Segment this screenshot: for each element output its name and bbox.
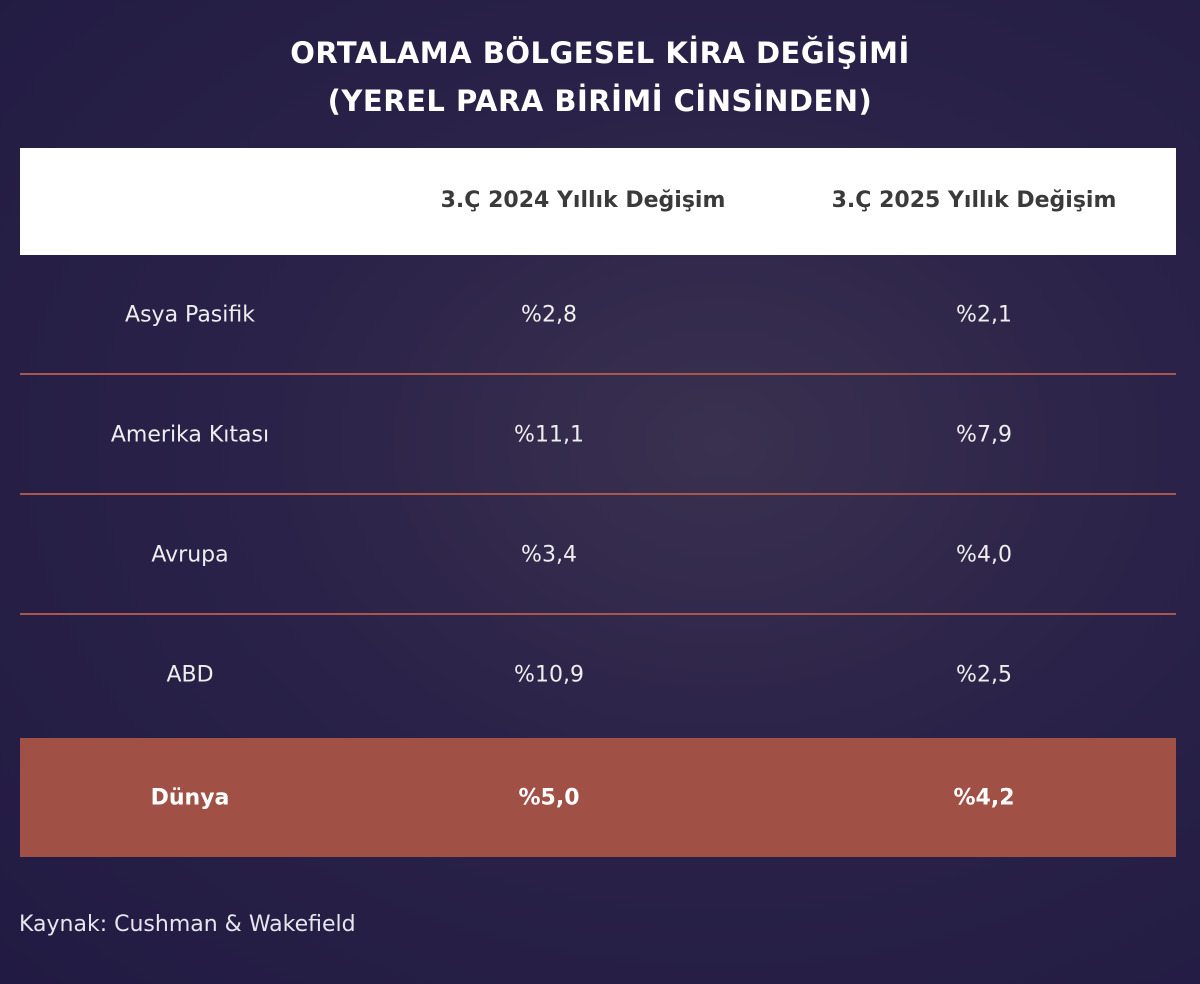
value-2025-cell: %2,5 [956, 662, 1012, 688]
table-header: 3.Ç 2024 Yıllık Değişim 3.Ç 2025 Yıllık … [20, 148, 1176, 255]
value-2024-cell: %3,4 [521, 542, 577, 568]
value-2025-cell: %4,0 [956, 542, 1012, 568]
row-separator [20, 373, 1176, 375]
region-cell: Asya Pasifik [125, 302, 255, 328]
row-separator [20, 613, 1176, 615]
column-header-2025: 3.Ç 2025 Yıllık Değişim [831, 188, 1117, 213]
table-row: Asya Pasifik %2,8 %2,1 [20, 255, 1176, 375]
source-note: Kaynak: Cushman & Wakefield [19, 912, 356, 937]
value-2024-cell: %10,9 [514, 662, 584, 688]
row-separator [20, 493, 1176, 495]
value-2025-cell: %4,2 [953, 785, 1015, 810]
value-2025-cell: %2,1 [956, 302, 1012, 328]
table-row: Avrupa %3,4 %4,0 [20, 495, 1176, 615]
table-row: ABD %10,9 %2,5 [20, 615, 1176, 735]
value-2024-cell: %5,0 [518, 785, 580, 810]
region-cell: Avrupa [151, 542, 229, 568]
chart-title-line-1: ORTALAMA BÖLGESEL KİRA DEĞİŞİMİ [290, 36, 910, 70]
value-2024-cell: %2,8 [521, 302, 577, 328]
chart-title-line-2: (YEREL PARA BİRİMİ CİNSİNDEN) [327, 84, 873, 118]
region-cell: Amerika Kıtası [110, 422, 270, 448]
region-cell: ABD [166, 662, 214, 688]
value-2025-cell: %7,9 [956, 422, 1012, 448]
region-cell: Dünya [150, 785, 230, 810]
column-header-2024: 3.Ç 2024 Yıllık Değişim [440, 188, 726, 213]
table-row-total: Dünya %5,0 %4,2 [20, 738, 1176, 857]
table-row: Amerika Kıtası %11,1 %7,9 [20, 375, 1176, 495]
value-2024-cell: %11,1 [514, 422, 584, 448]
